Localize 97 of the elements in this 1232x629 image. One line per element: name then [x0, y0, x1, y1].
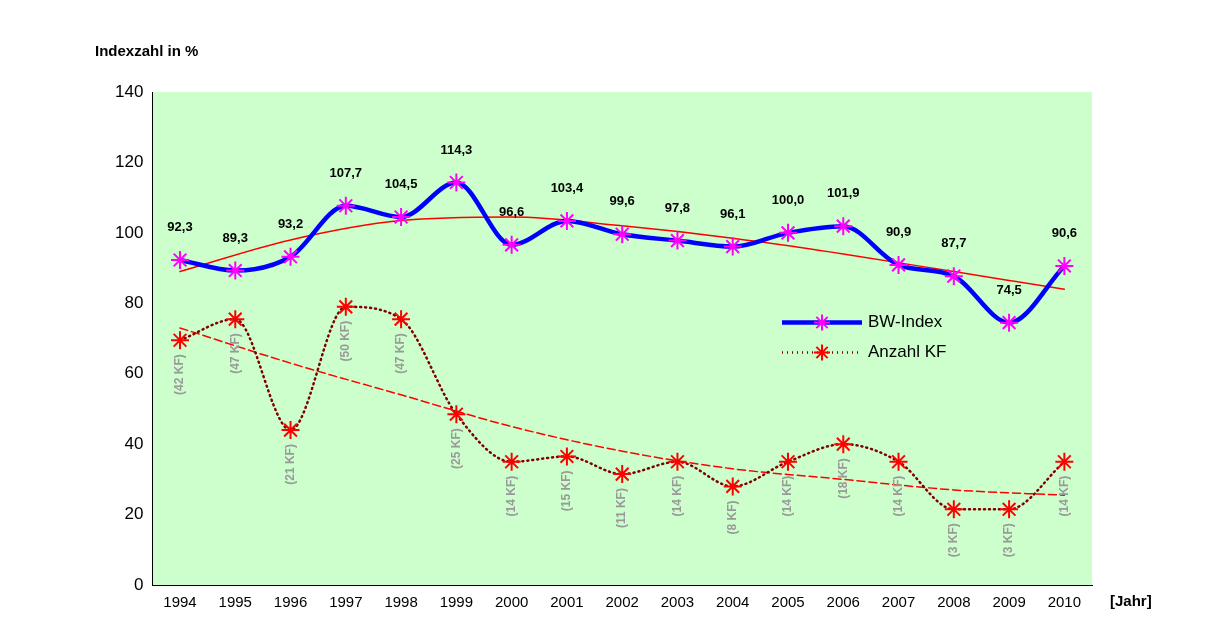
data-label: 107,7: [329, 164, 363, 180]
annotation: (3 KF): [1001, 523, 1016, 558]
annotation: (47 KF): [393, 333, 408, 374]
data-label: 96,6: [498, 203, 525, 219]
data-label: 97,8: [664, 199, 691, 215]
point: [335, 195, 356, 216]
point: [446, 404, 467, 425]
annotation: (42 KF): [172, 354, 187, 395]
y-tick-label: 140: [114, 81, 144, 101]
x-tick-label: 1997: [329, 593, 363, 611]
data-label: 114,3: [440, 141, 473, 157]
point: [391, 207, 412, 228]
point: [778, 222, 798, 243]
annotation: (47 KF): [227, 333, 242, 374]
point: [170, 249, 190, 270]
data-label: 74,5: [996, 281, 1022, 297]
point: [999, 499, 1020, 520]
data-label: 87,7: [941, 235, 967, 251]
data-label: 101,9: [827, 185, 860, 201]
point: [335, 296, 356, 317]
x-tick-label: 2007: [881, 593, 916, 611]
point: [612, 464, 633, 485]
x-axis-title: [Jahr]: [1110, 592, 1152, 609]
point: [833, 216, 854, 237]
data-label: 104,5: [384, 176, 418, 192]
annotation: (8 KF): [725, 500, 740, 535]
legend-label: Anzahl KF: [868, 342, 947, 362]
x-tick-label: 1996: [273, 593, 308, 611]
annotation: (14 KF): [890, 475, 905, 517]
point: [722, 476, 743, 497]
point: [722, 236, 743, 257]
data-label: 90,9: [885, 223, 912, 239]
annotation: (14 KF): [669, 475, 684, 517]
data-label: 96,1: [720, 205, 746, 221]
x-tick-label: 2010: [1047, 593, 1082, 611]
point: [280, 420, 301, 441]
annotation: (14 KF): [503, 475, 518, 517]
annotation: (14 KF): [1056, 475, 1071, 517]
annotation: (3 KF): [946, 523, 961, 558]
point: [778, 451, 798, 472]
y-tick-label: 120: [114, 152, 144, 172]
x-tick-label: 2004: [716, 593, 750, 611]
data-label: 100,0: [771, 191, 805, 207]
point: [556, 210, 577, 231]
x-tick-label: 2009: [992, 593, 1026, 611]
x-tick-label: 1994: [163, 593, 197, 611]
y-tick-label: 100: [114, 222, 144, 242]
point: [888, 451, 909, 472]
data-label: 89,3: [222, 229, 248, 245]
x-tick-label: 2002: [605, 593, 639, 611]
point: [556, 446, 577, 467]
data-label: 90,6: [1051, 225, 1078, 241]
point: [667, 230, 688, 251]
y-tick-label: 20: [124, 504, 144, 524]
x-tick-label: 1998: [384, 593, 418, 611]
x-tick-label: 1999: [439, 593, 474, 611]
annotation: (18 KF): [835, 458, 850, 499]
point: [391, 309, 412, 330]
annotation: (21 KF): [282, 444, 297, 485]
x-tick-label: 2003: [660, 593, 695, 611]
x-tick-label: 2000: [494, 593, 529, 611]
y-axis-title: Indexzahl in %: [95, 42, 199, 59]
y-tick-label: 40: [124, 433, 144, 453]
point: [501, 234, 522, 255]
y-tick-label: 0: [133, 574, 144, 594]
point: [943, 266, 964, 287]
point: [612, 224, 633, 245]
data-label: 103,4: [550, 179, 584, 195]
point: [999, 312, 1020, 333]
point: [943, 499, 964, 520]
y-tick-label: 60: [124, 363, 144, 383]
point: [501, 451, 522, 472]
point: [667, 451, 688, 472]
x-tick-label: 2005: [771, 593, 805, 611]
point: [1054, 255, 1075, 276]
x-tick-label: 2001: [550, 593, 584, 611]
x-tick-label: 2006: [826, 593, 860, 611]
y-tick-label: 80: [124, 292, 144, 312]
annotation: (14 KF): [780, 475, 795, 517]
x-tick-label: 1995: [218, 593, 252, 611]
point: [280, 246, 301, 267]
point: [1054, 451, 1075, 472]
point: [170, 330, 190, 351]
annotation: (50 KF): [338, 320, 353, 362]
annotation: (15 KF): [559, 470, 574, 512]
data-label: 92,3: [167, 219, 193, 235]
x-tick-label: 2008: [937, 593, 971, 611]
point: [225, 309, 246, 330]
legend-label: BW-Index: [868, 312, 943, 332]
data-label: 99,6: [609, 193, 635, 209]
data-label: 93,2: [277, 215, 304, 231]
point: [225, 260, 246, 281]
annotation: (11 KF): [614, 488, 629, 529]
annotation: (25 KF): [448, 428, 463, 469]
point: [446, 172, 467, 193]
point: [833, 434, 854, 455]
point: [888, 254, 909, 275]
